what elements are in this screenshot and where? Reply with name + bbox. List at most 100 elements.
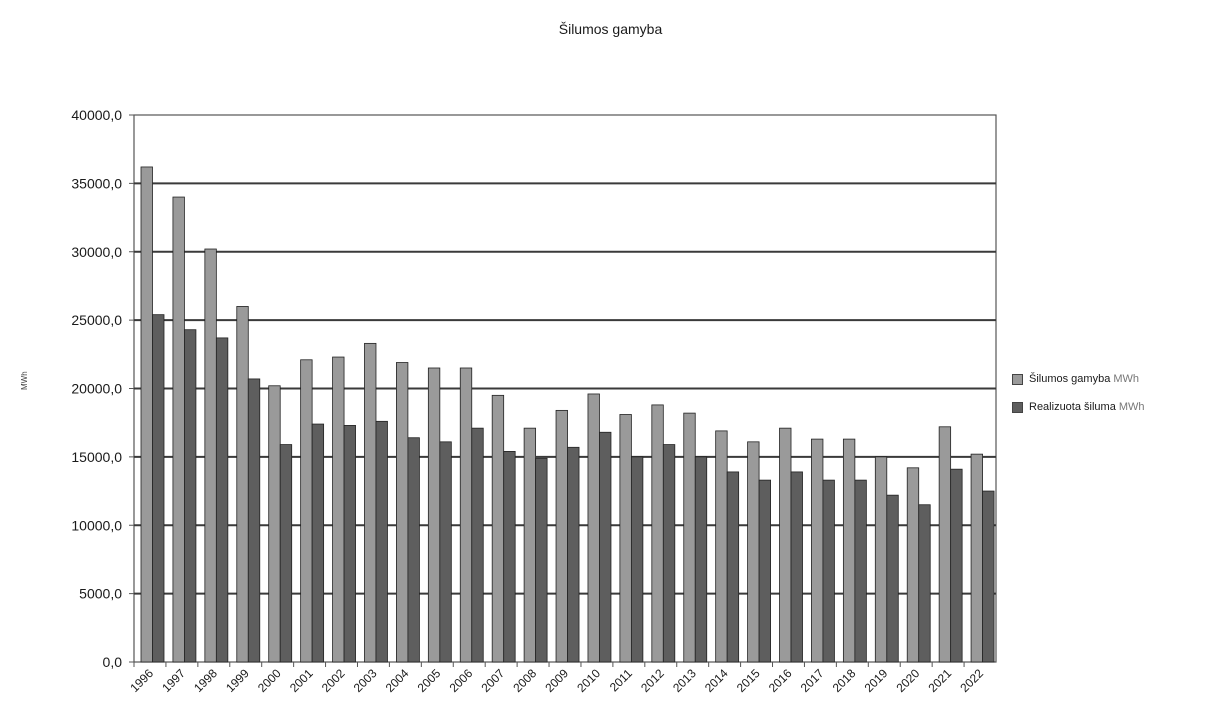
x-tick-label: 2002 [319, 666, 348, 695]
x-tick-label: 2006 [447, 666, 476, 695]
x-tick-label: 2014 [702, 666, 731, 695]
legend-swatch-production [1012, 373, 1023, 385]
bar-sold-1999 [247, 378, 261, 663]
bar-production-2015 [747, 441, 760, 663]
bar-production-2001 [300, 359, 313, 663]
x-tick-label: 1997 [159, 666, 188, 695]
bar-production-2008 [523, 427, 537, 663]
bar-production-1998 [204, 248, 217, 663]
bar-sold-2014 [726, 471, 740, 663]
bar-sold-2016 [790, 471, 803, 663]
x-tick-label: 2016 [766, 666, 795, 695]
bar-sold-2001 [311, 423, 325, 663]
x-tick-label: 2018 [830, 666, 859, 695]
bar-production-2016 [779, 427, 792, 663]
x-tick-label: 2012 [638, 666, 667, 695]
bar-production-2018 [842, 438, 856, 663]
x-tick-label: 2003 [351, 666, 380, 695]
bar-sold-2021 [950, 468, 963, 663]
bar-production-2017 [811, 438, 824, 663]
x-tick-label: 2004 [383, 666, 412, 695]
y-tick-label: 35000,0 [71, 175, 122, 191]
bar-sold-2009 [567, 446, 580, 663]
bar-sold-2015 [758, 479, 771, 663]
y-tick-label: 40000,0 [71, 107, 122, 123]
bar-sold-2011 [630, 456, 644, 663]
y-tick-label: 5000,0 [79, 586, 122, 602]
x-tick-label: 2008 [510, 666, 539, 695]
bar-production-2012 [651, 404, 664, 663]
bar-sold-2012 [662, 444, 676, 663]
bar-sold-2003 [375, 420, 388, 663]
bar-production-2021 [938, 426, 952, 663]
legend: Šilumos gamyba MWh Realizuota šiluma MWh [1012, 370, 1145, 426]
bar-sold-2018 [854, 479, 867, 663]
bar-production-2013 [683, 412, 696, 663]
y-tick-label: 10000,0 [71, 517, 122, 533]
bar-sold-2007 [503, 451, 516, 663]
bar-series [140, 166, 995, 663]
legend-item-production: Šilumos gamyba MWh [1012, 370, 1145, 388]
legend-label-sold: Realizuota šiluma [1029, 401, 1116, 413]
bar-production-2007 [491, 394, 505, 663]
bar-sold-2019 [886, 494, 899, 663]
x-tick-label: 2000 [255, 666, 284, 695]
legend-swatch-sold [1012, 401, 1023, 413]
x-tick-label: 1996 [127, 666, 156, 695]
chart-title: Šilumos gamyba [558, 21, 663, 37]
bar-sold-2000 [279, 444, 293, 663]
bar-sold-2005 [439, 441, 452, 663]
y-tick-label: 20000,0 [71, 381, 122, 397]
x-tick-label: 2009 [542, 666, 571, 695]
bar-production-2019 [874, 456, 888, 663]
x-tick-label: 2011 [607, 666, 635, 694]
bar-sold-2010 [599, 431, 612, 663]
bar-production-2003 [364, 342, 377, 663]
bar-production-1997 [172, 196, 185, 663]
x-tick-label: 2013 [670, 666, 699, 695]
x-tick-label: 2022 [957, 666, 986, 695]
x-tick-label: 2007 [478, 666, 507, 695]
bar-sold-2002 [343, 425, 356, 663]
bar-production-2005 [427, 367, 441, 663]
bar-production-2009 [555, 409, 568, 663]
bar-production-2000 [268, 385, 281, 663]
bar-sold-2017 [822, 479, 835, 663]
y-tick-label: 15000,0 [71, 449, 122, 465]
bar-production-2014 [715, 430, 728, 663]
bar-sold-2013 [694, 456, 708, 663]
bar-production-1996 [140, 166, 153, 663]
bar-production-2020 [906, 467, 920, 663]
x-tick-label: 1998 [191, 666, 220, 695]
bar-sold-1996 [152, 314, 165, 663]
y-tick-label: 25000,0 [71, 312, 122, 328]
bar-production-2004 [396, 362, 409, 663]
y-tick-label: 0,0 [103, 654, 123, 670]
bar-sold-1998 [215, 337, 229, 663]
bar-production-2011 [619, 414, 632, 663]
x-tick-label: 2017 [798, 666, 827, 695]
bar-production-2006 [459, 367, 473, 663]
bar-production-2022 [970, 453, 983, 663]
y-axis-label: MWh [20, 371, 29, 390]
legend-label-production: Šilumos gamyba [1029, 373, 1111, 385]
x-tick-label: 2005 [415, 666, 444, 695]
bar-sold-2008 [535, 457, 548, 663]
y-axis-ticks: 0,0 5000,0 10000,0 15000,0 20000,0 25000,0 300… [71, 107, 134, 670]
x-tick-label: 2019 [862, 666, 891, 695]
x-tick-label: 2001 [287, 666, 316, 695]
legend-unit-production: MWh [1113, 373, 1139, 385]
legend-unit-sold: MWh [1118, 401, 1145, 413]
bar-sold-1997 [184, 329, 197, 663]
bar-production-2010 [587, 393, 600, 663]
bar-production-1999 [236, 306, 249, 663]
x-tick-label: 1999 [223, 666, 252, 695]
x-tick-label: 2015 [734, 666, 763, 695]
bar-sold-2020 [918, 504, 931, 663]
x-tick-label: 2021 [925, 666, 954, 695]
x-tick-label: 2010 [574, 666, 603, 695]
bar-production-2002 [332, 356, 345, 663]
bar-sold-2004 [407, 437, 420, 663]
x-axis-ticks: 1996 1997 1998 1999 2000 2001 2002 2003 2004 2005… [127, 662, 986, 695]
